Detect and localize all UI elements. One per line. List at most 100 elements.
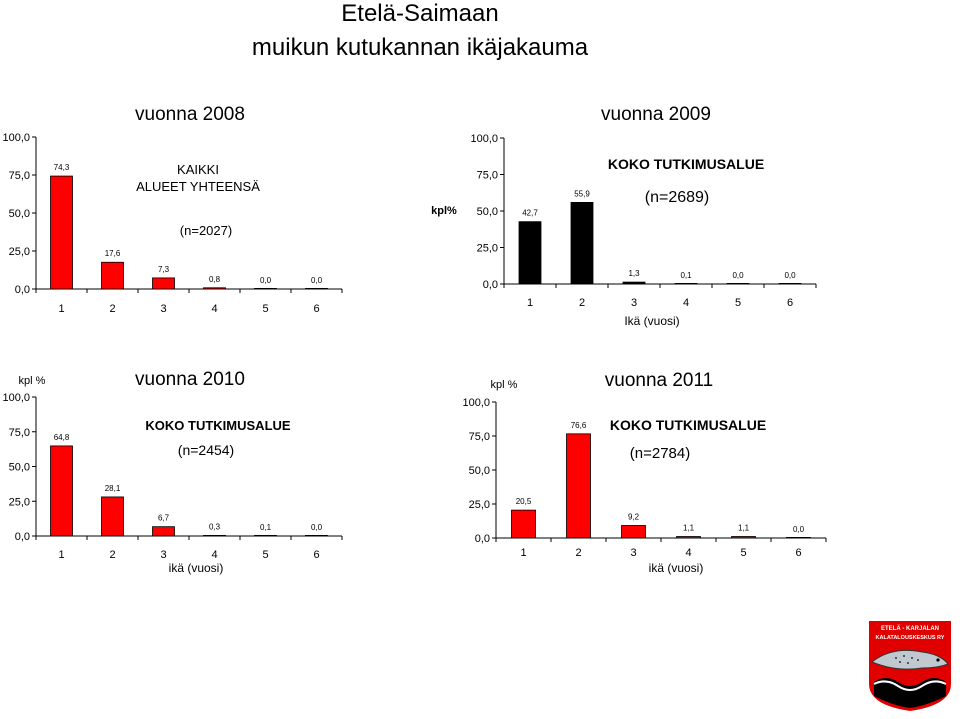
sample-size-label: (n=2027) [180,223,232,238]
chart-2010-svg: vuonna 20100,025,050,075,0100,064,8128,1… [2,369,343,575]
bar-age-6 [305,287,328,290]
y-tick-label: 75,0 [9,427,30,439]
y-tick-label: 50,0 [469,465,490,477]
chart-2009: vuonna 2009 0,0 25,0 50,0 75,0 100,0 42,7 1 55,9… [424,96,844,332]
x-category-label: 4 [683,297,689,309]
page-title-line1: Etelä-Saimaan [341,0,499,27]
bar-value-label: 64,8 [54,433,70,442]
bar-age-1 [50,445,73,537]
x-category-label: 6 [787,297,793,309]
x-category-label: 4 [211,303,217,315]
y-tick-label: 0,0 [15,531,30,543]
x-category-label: 6 [313,549,319,561]
bar-age-1 [518,221,542,285]
bar-age-1 [511,509,536,539]
bar-value-label: 0,0 [311,276,323,285]
x-category-label: 1 [527,297,533,309]
sample-size-label: (n=2454) [178,442,234,458]
bar-value-label: 0,8 [209,275,221,284]
area-label: KOKO TUTKIMUSALUE [610,417,766,433]
y-tick-label: 75,0 [9,170,30,182]
bar-value-label: 74,3 [54,163,70,172]
chart-2011: vuonna 2011 0,0 25,0 50,0 75,0 100,0 20,5 1 76,6… [444,362,864,584]
bar-value-label: 20,5 [516,497,532,506]
sample-size-label: (n=2784) [630,445,690,462]
y-tick-label: 0,0 [15,284,30,296]
y-tick-label: 75,0 [477,170,498,182]
chart-year-title: vuonna 2010 [135,369,245,390]
page-title-line2: muikun kutukannan ikäjakauma [251,34,589,61]
bar-age-6 [786,536,811,539]
x-category-label: 5 [262,303,268,315]
y-tick-label: 100,0 [462,397,490,409]
y-tick-label: 100,0 [470,133,498,145]
bar-value-label: 9,2 [628,512,640,521]
bar-age-3 [152,526,175,537]
y-axis-label: kpl % [19,375,46,387]
bar-age-4 [203,534,226,537]
sample-size-label: (n=2689) [645,189,710,206]
bar-age-3 [621,525,646,539]
bar-value-label: 0,0 [784,271,796,280]
bar-value-label: 76,6 [571,421,587,430]
y-tick-label: 100,0 [2,392,30,404]
bar-age-5 [731,536,756,539]
bar-value-label: 6,7 [158,514,170,523]
chart-2011-svg: vuonna 20110,025,050,075,0100,020,5176,6… [462,370,827,575]
chart-year-title: vuonna 2008 [135,104,245,125]
area-label: KAIKKI [177,162,219,177]
bar-age-6 [305,534,328,537]
y-tick-label: 0,0 [475,533,490,545]
bar-value-label: 0,1 [680,271,692,280]
x-category-label: 2 [109,303,115,315]
logo-text-1: ETELÄ - KARJALAN [881,625,939,632]
bar-age-1 [50,175,73,290]
y-tick-label: 50,0 [9,208,30,220]
bar-age-2 [570,201,594,285]
x-category-label: 2 [575,547,581,559]
bar-value-label: 1,1 [738,524,750,533]
x-category-label: 3 [160,303,166,315]
x-category-label: 3 [160,549,166,561]
x-category-label: 1 [58,549,64,561]
y-tick-label: 100,0 [2,132,30,144]
bar-value-label: 0,0 [793,525,805,534]
x-category-label: 5 [735,297,741,309]
bar-value-label: 28,1 [105,484,121,493]
bar-age-4 [676,536,701,539]
x-category-label: 6 [313,303,319,315]
bar-value-label: 7,3 [158,265,170,274]
bar-value-label: 0,0 [311,523,323,532]
y-tick-label: 25,0 [469,499,490,511]
y-axis-label: kpl % [491,379,518,391]
bar-value-label: 55,9 [574,189,590,198]
bar-value-label: 0,0 [732,271,744,280]
x-category-label: 5 [740,547,746,559]
chart-2008: vuonna 2008 0,0 25,0 50,0 75,0 100,0 74,3 1 17,6… [0,96,420,332]
chart-2010: vuonna 2010 0,0 25,0 50,0 75,0 100,0 64,8 1 28,1… [0,360,420,582]
bar-value-label: 17,6 [105,249,121,258]
bar-age-5 [254,287,277,290]
x-axis-label: ikä (vuosi) [169,561,224,575]
x-category-label: 3 [630,547,636,559]
y-tick-label: 0,0 [483,279,498,291]
y-tick-label: 25,0 [9,496,30,508]
x-category-label: 6 [795,547,801,559]
bar-age-2 [566,433,591,539]
bar-age-2 [101,496,124,537]
chart-2009-svg: vuonna 20090,025,050,075,0100,042,7155,9… [431,104,817,328]
logo-text-2: KALATALOUSKESKUS RY [876,635,945,641]
bar-age-6 [778,282,802,285]
x-category-label: 3 [631,297,637,309]
x-axis-label: Ikä (vuosi) [624,314,679,328]
x-category-label: 1 [520,547,526,559]
x-category-label: 2 [579,297,585,309]
bar-value-label: 0,1 [260,523,272,532]
y-tick-label: 75,0 [469,431,490,443]
x-category-label: 1 [58,303,64,315]
organization-logo: ETELÄ - KARJALAN KALATALOUSKESKUS RY [866,618,954,714]
bar-age-5 [254,534,277,537]
y-axis-label: kpl% [431,205,457,217]
chart-year-title: vuonna 2011 [605,370,713,391]
chart-year-title: vuonna 2009 [601,104,711,125]
